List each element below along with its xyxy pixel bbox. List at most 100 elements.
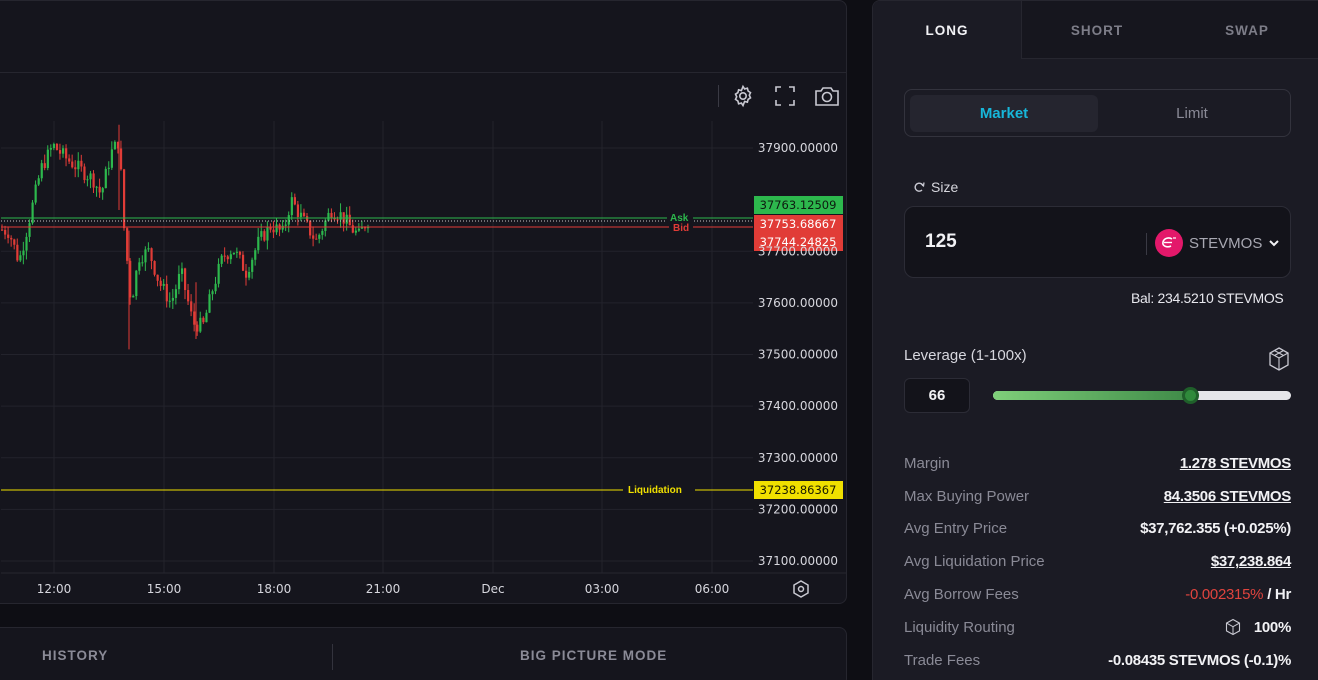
time-tick-label: 15:00 xyxy=(147,582,182,596)
leverage-slider-thumb[interactable] xyxy=(1181,387,1199,404)
candle-body xyxy=(138,262,141,271)
candle-body xyxy=(68,158,71,162)
ask-label: Ask xyxy=(670,213,689,224)
refresh-icon xyxy=(914,182,925,192)
candle-body xyxy=(104,168,107,189)
candle-body xyxy=(71,161,74,168)
candle-body xyxy=(257,236,260,251)
candle-body xyxy=(40,163,43,179)
size-input[interactable]: 125 xyxy=(925,231,957,252)
price-axis: 37900.00000 37700.00000 37600.00000 37500.0… xyxy=(758,141,838,568)
candle-body xyxy=(238,251,242,255)
candle-body xyxy=(31,202,34,224)
max-buying-power-value[interactable]: 84.3506 STEVMOS xyxy=(1163,487,1292,505)
screenshot-button[interactable] xyxy=(814,84,840,108)
size-input-box: 125 STEVMOS xyxy=(904,206,1291,278)
price-tick-label: 37900.00000 xyxy=(758,141,838,155)
margin-value[interactable]: 1.278 STEVMOS xyxy=(1179,454,1291,472)
candle-body xyxy=(339,212,342,220)
big-picture-mode-tab[interactable]: BIG PICTURE MODE xyxy=(520,648,668,663)
candle-body xyxy=(168,300,171,302)
tab-short[interactable]: SHORT xyxy=(1070,22,1124,38)
time-tick-label: 18:00 xyxy=(257,582,292,596)
tab-swap[interactable]: SWAP xyxy=(1225,22,1269,38)
candle-body xyxy=(241,254,245,271)
candle-body xyxy=(177,273,181,290)
candle-body xyxy=(7,234,10,238)
price-tick-label: 37200.00000 xyxy=(758,502,838,516)
axis-settings-button[interactable] xyxy=(793,580,809,598)
price-tick-label: 37400.00000 xyxy=(758,399,838,413)
price-tick-label: 37600.00000 xyxy=(758,296,838,310)
leverage-input[interactable]: 66 xyxy=(904,378,970,413)
candle-body xyxy=(248,271,251,278)
candle-body xyxy=(235,251,239,253)
chevron-down-icon xyxy=(1269,240,1280,247)
size-label[interactable]: Size xyxy=(913,179,958,195)
candle-body xyxy=(107,167,110,169)
candle-body xyxy=(245,270,248,278)
candle-body xyxy=(321,230,324,235)
leverage-slider[interactable] xyxy=(993,387,1291,404)
candle-body xyxy=(77,160,80,170)
candle-body xyxy=(367,227,370,229)
candle-body xyxy=(211,291,214,295)
detail-row-liquidity-routing: Liquidity Routing 100% xyxy=(904,618,1291,636)
candlestick-series xyxy=(1,124,370,350)
chart-header xyxy=(0,1,846,73)
token-select[interactable]: STEVMOS xyxy=(1155,228,1280,258)
time-tick-label: 21:00 xyxy=(366,582,401,596)
chart-grid xyxy=(1,121,846,574)
candle-body xyxy=(13,239,16,245)
fullscreen-icon xyxy=(775,86,795,106)
candle-body xyxy=(147,248,150,250)
candle-body xyxy=(266,226,269,241)
candle-body xyxy=(180,268,184,274)
candle-body xyxy=(150,248,153,262)
candle-body xyxy=(260,231,263,237)
candle-body xyxy=(55,143,59,151)
price-chart[interactable]: Ask Bid Liquidation 37763.12509 37753.68… xyxy=(1,1,847,604)
liquidation-price-tag: 37238.86367 xyxy=(754,481,843,499)
candle-body xyxy=(229,254,232,260)
candle-body xyxy=(34,184,37,203)
chart-settings-button[interactable] xyxy=(730,84,756,108)
detail-row-max-buying-power: Max Buying Power 84.3506 STEVMOS xyxy=(904,487,1292,505)
candle-body xyxy=(132,296,135,298)
candle-body xyxy=(351,225,354,233)
candle-body xyxy=(129,260,132,298)
candle-body xyxy=(135,270,138,297)
candle-body xyxy=(19,255,22,261)
bid-price-tag: 37744.24825 xyxy=(754,233,843,251)
position-side-tabs: LONG SHORT SWAP xyxy=(873,1,1318,59)
time-tick-label: 03:00 xyxy=(585,582,620,596)
liquidation-label: Liquidation xyxy=(628,485,682,496)
candle-body xyxy=(123,169,126,229)
candle-body xyxy=(4,229,7,235)
leverage-label: Leverage (1-100x) xyxy=(904,347,1027,364)
price-tick-label: 37100.00000 xyxy=(758,554,838,568)
price-tick-label: 37700.00000 xyxy=(758,244,838,258)
candle-body xyxy=(205,312,208,323)
candle-body xyxy=(37,178,40,185)
history-tab[interactable]: HISTORY xyxy=(42,648,109,663)
candle-body xyxy=(184,268,187,291)
settings-hex-icon xyxy=(793,580,809,598)
candle-body xyxy=(74,167,77,170)
candle-body xyxy=(190,301,193,312)
fullscreen-button[interactable] xyxy=(772,84,798,108)
market-order-button[interactable]: Market xyxy=(910,95,1098,132)
candle-body xyxy=(208,294,211,313)
cube-network-icon[interactable] xyxy=(1266,346,1292,372)
candle-body xyxy=(156,274,159,281)
candle-body xyxy=(324,220,327,231)
limit-order-button[interactable]: Limit xyxy=(1176,105,1208,122)
candle-body xyxy=(193,311,196,325)
gear-icon xyxy=(734,84,752,108)
candle-body xyxy=(272,229,275,233)
avg-liquidation-price-value[interactable]: $37,238.864 xyxy=(1210,553,1291,571)
tab-long[interactable]: LONG xyxy=(873,1,1022,59)
detail-row-trade-fees: Trade Fees -0.08435 STEVMOS (-0.1)% xyxy=(904,651,1291,669)
avg-entry-price-value: $37,762.355 (+0.025%) xyxy=(1140,520,1291,538)
candle-body xyxy=(65,148,68,159)
